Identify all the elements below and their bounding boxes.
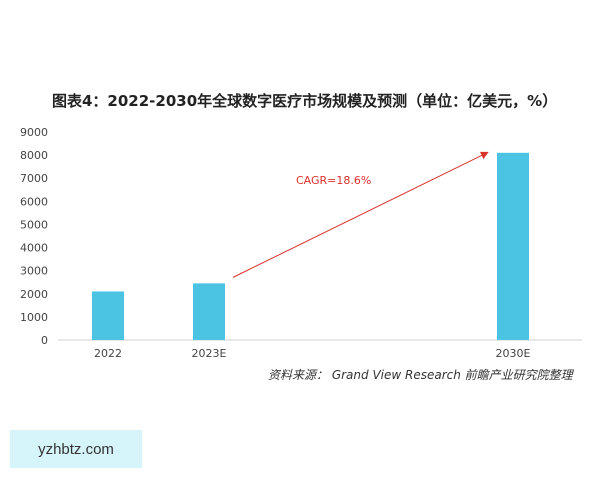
bar-2030e [497, 152, 529, 340]
y-tick-label: 9000 [20, 126, 48, 139]
y-tick-label: 3000 [20, 265, 48, 278]
y-tick-label: 8000 [20, 149, 48, 162]
x-tick-label: 2023E [192, 347, 227, 360]
y-tick-label: 4000 [20, 242, 48, 255]
y-tick-label: 7000 [20, 172, 48, 185]
y-tick-label: 5000 [20, 218, 48, 231]
cagr-label: CAGR=18.6% [296, 174, 371, 187]
bar-2023e [193, 283, 225, 340]
bar-2022 [92, 291, 124, 340]
y-tick-label: 6000 [20, 195, 48, 208]
chart-title: 图表4：2022-2030年全球数字医疗市场规模及预测（单位：亿美元，%） [52, 92, 558, 110]
x-tick-label: 2030E [496, 347, 531, 360]
source-note: 资料来源： Grand View Research 前瞻产业研究院整理 [268, 368, 573, 382]
cagr-arrow [232, 151, 489, 278]
y-tick-label: 1000 [20, 311, 48, 324]
y-tick-label: 2000 [20, 288, 48, 301]
x-tick-label: 2022 [94, 347, 122, 360]
y-tick-label: 0 [41, 334, 48, 347]
watermark: yzhbtz.com [10, 430, 142, 468]
